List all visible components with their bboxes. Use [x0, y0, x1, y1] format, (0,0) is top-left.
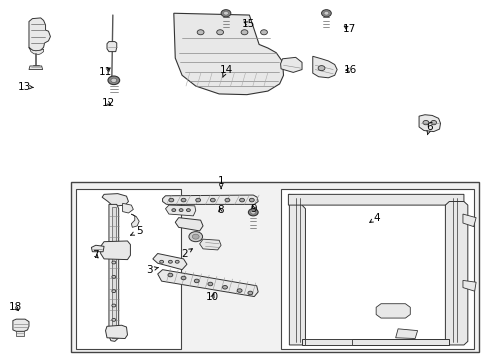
Polygon shape — [16, 331, 24, 336]
Circle shape — [186, 209, 190, 212]
Text: 11: 11 — [99, 67, 112, 77]
Polygon shape — [107, 41, 117, 51]
Circle shape — [112, 290, 116, 293]
Polygon shape — [29, 18, 50, 51]
Circle shape — [195, 198, 200, 202]
Text: 17: 17 — [342, 24, 355, 35]
Text: 2: 2 — [182, 248, 192, 258]
Circle shape — [188, 231, 202, 242]
Text: 5: 5 — [130, 226, 142, 236]
Circle shape — [194, 279, 199, 283]
Polygon shape — [445, 202, 467, 345]
Circle shape — [224, 198, 229, 202]
Circle shape — [171, 209, 175, 212]
Polygon shape — [153, 253, 186, 270]
Polygon shape — [122, 203, 133, 213]
Text: 3: 3 — [146, 265, 158, 275]
Circle shape — [192, 234, 199, 239]
Polygon shape — [29, 66, 42, 69]
Circle shape — [241, 30, 247, 35]
Circle shape — [179, 209, 183, 212]
Circle shape — [159, 260, 163, 263]
Polygon shape — [175, 218, 203, 231]
Circle shape — [108, 76, 120, 85]
Polygon shape — [29, 47, 43, 54]
Polygon shape — [101, 241, 130, 260]
Text: 9: 9 — [249, 204, 256, 214]
Circle shape — [167, 273, 172, 277]
Text: 8: 8 — [216, 206, 223, 216]
Polygon shape — [162, 195, 258, 204]
Bar — [281, 189, 473, 348]
Circle shape — [260, 30, 267, 35]
Text: 14: 14 — [219, 64, 232, 77]
Polygon shape — [13, 319, 29, 331]
Polygon shape — [109, 204, 119, 341]
Circle shape — [222, 285, 227, 289]
Circle shape — [168, 260, 172, 263]
Text: 12: 12 — [101, 98, 114, 108]
Circle shape — [223, 12, 228, 15]
Polygon shape — [312, 56, 336, 78]
Polygon shape — [280, 57, 302, 72]
Polygon shape — [105, 325, 127, 338]
Circle shape — [247, 291, 252, 295]
Text: 10: 10 — [206, 292, 219, 302]
Text: 16: 16 — [344, 64, 357, 75]
Circle shape — [221, 10, 230, 17]
Circle shape — [112, 304, 116, 307]
Text: 4: 4 — [369, 213, 380, 222]
Text: 6: 6 — [426, 122, 432, 135]
Polygon shape — [289, 194, 305, 345]
Polygon shape — [462, 280, 475, 291]
Text: 18: 18 — [9, 302, 22, 312]
Circle shape — [181, 198, 185, 202]
Text: 13: 13 — [18, 82, 34, 92]
Polygon shape — [462, 214, 475, 226]
Polygon shape — [91, 245, 104, 252]
Polygon shape — [288, 194, 463, 205]
Circle shape — [216, 30, 223, 35]
Polygon shape — [418, 115, 440, 132]
Circle shape — [237, 289, 242, 292]
Polygon shape — [131, 214, 139, 227]
Polygon shape — [102, 194, 128, 206]
Bar — [71, 182, 478, 352]
Polygon shape — [158, 270, 258, 297]
Circle shape — [422, 121, 428, 125]
Circle shape — [430, 121, 436, 125]
Circle shape — [324, 12, 328, 15]
Text: 15: 15 — [241, 19, 255, 29]
Polygon shape — [165, 205, 195, 216]
Circle shape — [248, 209, 258, 216]
Circle shape — [249, 198, 254, 202]
Circle shape — [318, 66, 325, 71]
Polygon shape — [375, 304, 409, 318]
Circle shape — [197, 30, 203, 35]
Circle shape — [112, 261, 116, 264]
Text: 1: 1 — [217, 176, 224, 189]
Circle shape — [112, 275, 116, 278]
Text: 7: 7 — [92, 250, 99, 260]
Circle shape — [168, 198, 173, 202]
Circle shape — [181, 276, 185, 280]
Polygon shape — [305, 338, 351, 345]
Circle shape — [250, 211, 255, 214]
Circle shape — [111, 78, 117, 82]
Polygon shape — [302, 338, 448, 345]
Polygon shape — [199, 239, 221, 250]
Polygon shape — [173, 13, 283, 95]
Circle shape — [207, 282, 212, 286]
Circle shape — [321, 10, 330, 17]
Circle shape — [175, 260, 179, 263]
Polygon shape — [112, 207, 116, 338]
Bar — [76, 189, 181, 348]
Circle shape — [112, 319, 116, 321]
Circle shape — [210, 198, 215, 202]
Circle shape — [239, 198, 244, 202]
Polygon shape — [395, 329, 417, 338]
